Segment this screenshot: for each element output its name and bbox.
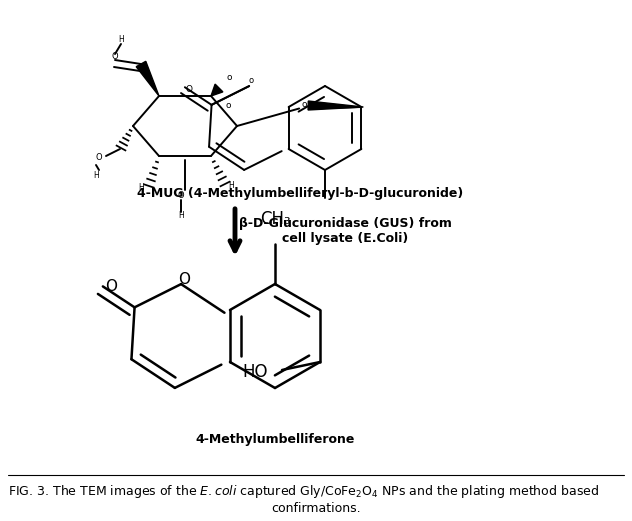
Text: O: O (105, 279, 117, 294)
Text: o: o (301, 100, 307, 109)
Text: o: o (226, 73, 232, 82)
Text: FIG. 3. The TEM images of the $\it{E. coli}$ captured Gly/CoFe$_2$O$_4$ NPs and : FIG. 3. The TEM images of the $\it{E. co… (8, 482, 599, 500)
Text: H: H (118, 34, 124, 43)
Text: 4-MUG (4-Methylumbelliferyl-b-D-glucuronide): 4-MUG (4-Methylumbelliferyl-b-D-glucuron… (137, 187, 463, 200)
Text: O: O (95, 154, 102, 163)
Polygon shape (211, 84, 223, 96)
Text: O: O (178, 191, 185, 200)
Text: H: H (93, 170, 99, 180)
Text: O: O (112, 53, 118, 61)
Text: confirmations.: confirmations. (271, 502, 361, 515)
Text: o: o (248, 76, 253, 84)
Text: O: O (178, 271, 190, 287)
Text: H: H (178, 212, 184, 220)
Text: HO: HO (243, 363, 268, 381)
Text: β-D-Glucuronidase (GUS) from
cell lysate (E.Coli): β-D-Glucuronidase (GUS) from cell lysate… (238, 217, 451, 245)
Polygon shape (137, 61, 159, 96)
Text: H: H (228, 181, 234, 191)
Text: H: H (138, 183, 144, 192)
Polygon shape (308, 101, 363, 110)
Text: 4-Methylumbelliferone: 4-Methylumbelliferone (195, 432, 355, 445)
Text: O: O (185, 85, 192, 94)
Text: o: o (225, 101, 231, 109)
Text: CH₃: CH₃ (260, 210, 290, 228)
